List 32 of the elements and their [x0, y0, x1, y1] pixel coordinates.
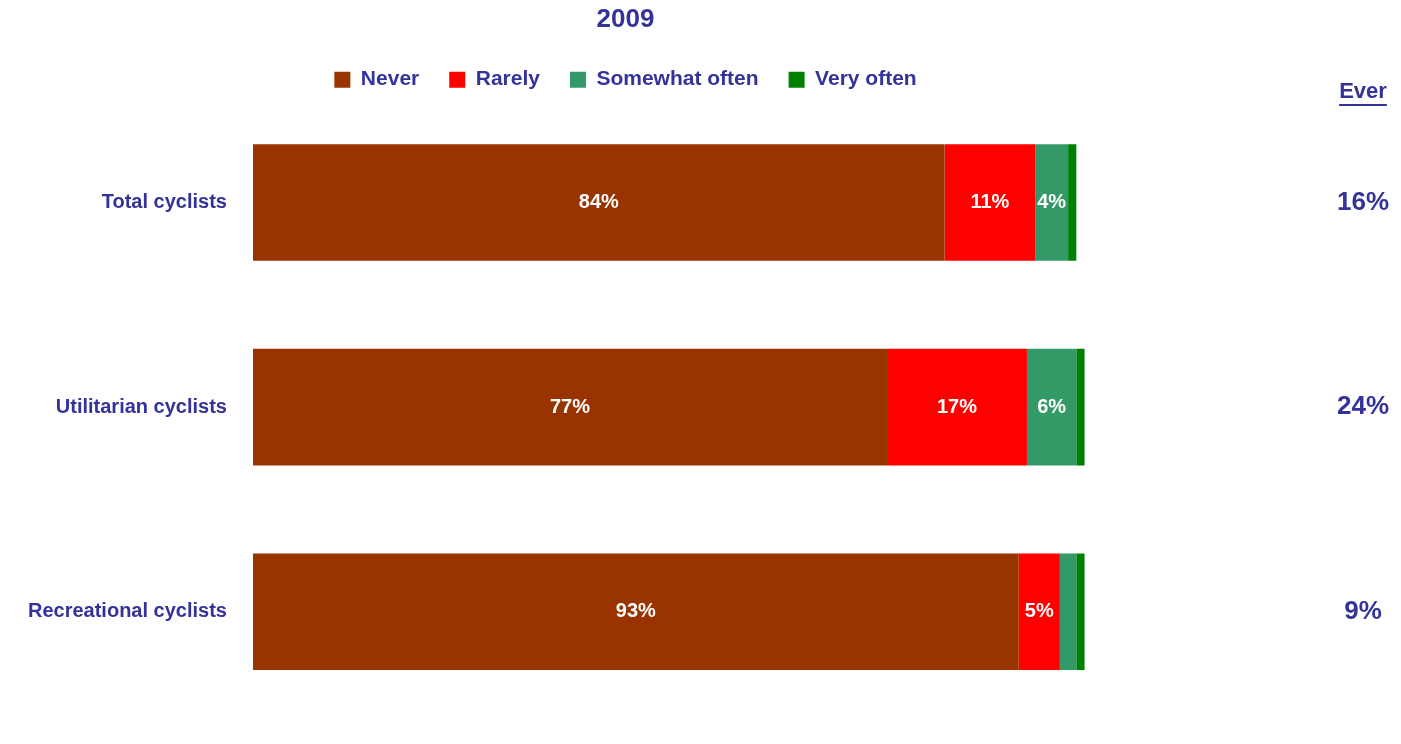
data-label: 93%: [615, 599, 657, 622]
bar: [944, 144, 1036, 261]
data-label: 11%: [970, 190, 1010, 213]
legend-label: Very often: [815, 66, 917, 90]
bar: [1026, 348, 1077, 466]
data-label: 5%: [1024, 599, 1054, 622]
bar: [252, 553, 1019, 671]
data-label: 77%: [549, 394, 591, 417]
text: 16%: [1336, 185, 1390, 216]
y-tick-label: Total cyclists: [101, 190, 227, 213]
bar: [1076, 348, 1085, 466]
bar: [252, 348, 887, 466]
legend-label: Rarely: [475, 66, 541, 90]
text: 9%: [1344, 594, 1382, 625]
data-label: 17%: [936, 394, 978, 417]
bar: [1068, 144, 1077, 261]
bar: [1018, 553, 1060, 671]
data-label: 6%: [1037, 394, 1067, 417]
text: Ever: [1339, 78, 1388, 104]
data-label: 4%: [1037, 190, 1067, 213]
bar: [1076, 553, 1085, 671]
legend-label: Somewhat often: [596, 66, 759, 90]
bar: [886, 348, 1027, 466]
chart-title: 2009: [596, 2, 655, 33]
y-tick-label: Recreational cyclists: [27, 599, 227, 622]
bar: [1059, 553, 1077, 671]
legend-label: Never: [360, 66, 420, 90]
data-label: 84%: [578, 190, 620, 213]
y-tick-label: Utilitarian cyclists: [55, 394, 227, 417]
bar: [1035, 144, 1069, 261]
bar: [252, 144, 945, 261]
text: 24%: [1336, 390, 1390, 421]
